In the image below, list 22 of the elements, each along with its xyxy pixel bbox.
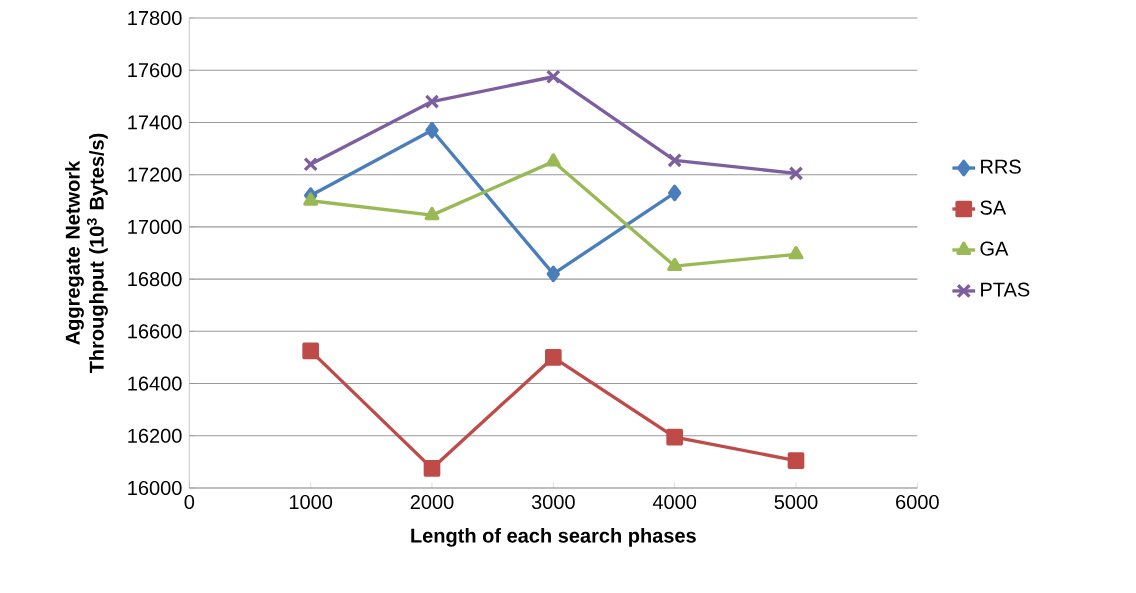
- x-tick-label: 5000: [774, 494, 818, 510]
- legend-label: GA: [980, 241, 1009, 256]
- y-tick-label: 17400: [128, 115, 182, 130]
- y-tick-label: 17200: [128, 167, 182, 182]
- y-tick-label: 17600: [128, 63, 182, 78]
- x-tick-label: 4000: [652, 494, 697, 510]
- y-tick-label: 16800: [128, 272, 182, 287]
- legend-label: RRS: [981, 159, 1021, 174]
- y-tick-label: 17800: [128, 10, 182, 26]
- x-tick-label: 6000: [896, 494, 939, 510]
- legend-label: SA: [980, 200, 1007, 215]
- x-tick-label: 2000: [410, 494, 454, 510]
- x-tick-label: 1000: [289, 494, 333, 510]
- x-tick-label: 3000: [531, 494, 575, 510]
- y-tick-label: 16200: [128, 428, 182, 443]
- y-tick-label: 16400: [128, 376, 182, 391]
- x-tick-label: 0: [184, 494, 195, 510]
- x-axis-title: Length of each search phases: [411, 528, 696, 547]
- y-tick-label: 16600: [128, 324, 182, 339]
- y-tick-label: 17000: [128, 219, 182, 234]
- legend-label: PTAS: [981, 282, 1030, 297]
- y-tick-label: 16000: [128, 480, 182, 496]
